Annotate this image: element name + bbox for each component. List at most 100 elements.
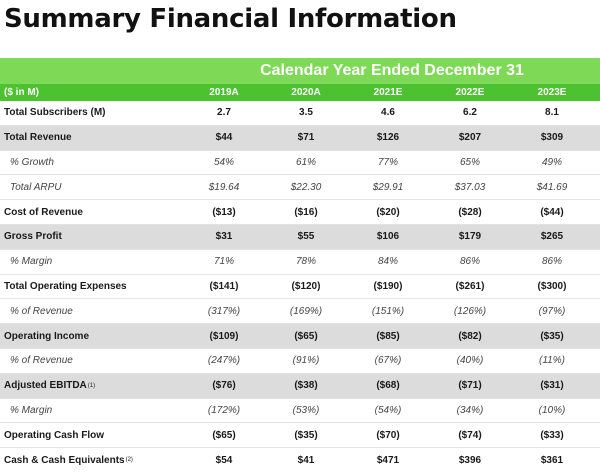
footnote-marker: (2) — [125, 457, 133, 464]
cell-value: $37.03 — [454, 181, 486, 193]
cell-value: $396 — [458, 454, 482, 466]
cell-value: (53%) — [292, 404, 320, 416]
cell-value: 86% — [541, 256, 562, 268]
row-label: % of Revenue — [10, 305, 73, 317]
cell-value: (317%) — [207, 305, 241, 317]
cell-value: ($76) — [212, 380, 236, 392]
table-row: Total Operating Expenses ($141) ($120) (… — [0, 275, 600, 300]
cell-value: 61% — [295, 156, 316, 168]
cell-value: $55 — [297, 231, 315, 243]
cell-value: ($71) — [458, 380, 482, 392]
cell-value: $265 — [540, 231, 564, 243]
cell-value: $31 — [215, 231, 233, 243]
cell-value: $19.64 — [208, 181, 240, 193]
cell-value: $207 — [458, 132, 482, 144]
year-header: 2022E — [455, 87, 485, 98]
cell-value: 65% — [459, 156, 480, 168]
cell-value: $29.91 — [372, 181, 404, 193]
cell-value: ($74) — [458, 429, 482, 441]
cell-value: 6.2 — [463, 107, 477, 119]
table-row: % of Revenue (317%) (169%) (151%) (126%)… — [0, 299, 600, 325]
cell-value: ($20) — [376, 206, 400, 218]
year-header: 2023E — [537, 87, 567, 98]
cell-value: $471 — [376, 454, 400, 466]
cell-value: $22.30 — [290, 181, 322, 193]
cell-value: ($31) — [540, 380, 564, 392]
table-row: Adjusted EBITDA (1) ($76) ($38) ($68) ($7… — [0, 373, 600, 399]
table-row: Total Revenue $44 $71 $126 $207 $309 — [0, 125, 600, 151]
cell-value: 3.5 — [299, 107, 313, 119]
cell-value: $106 — [376, 231, 400, 243]
footnote-marker: (1) — [87, 382, 96, 389]
cell-value: ($82) — [458, 330, 482, 342]
cell-value: (169%) — [289, 305, 323, 317]
cell-value: (172%) — [207, 404, 241, 416]
cell-value: ($13) — [212, 206, 236, 218]
row-label: % Margin — [10, 256, 53, 268]
row-label: Cost of Revenue — [4, 206, 83, 218]
cell-value: (67%) — [374, 355, 402, 367]
cell-value: (97%) — [538, 305, 566, 317]
table-row: Total ARPU $19.64 $22.30 $29.91 $37.03 $… — [0, 175, 600, 201]
table-row: Cash & Cash Equivalents (2) $54 $41 $471 … — [0, 448, 600, 472]
cell-value: (54%) — [374, 404, 402, 416]
row-label: Gross Profit — [4, 231, 62, 243]
cell-value: ($65) — [212, 429, 236, 441]
table-row: Total Subscribers (M) 2.7 3.5 4.6 6.2 8.… — [0, 101, 600, 126]
row-label: % Margin — [10, 404, 53, 416]
cell-value: ($65) — [294, 330, 318, 342]
cell-value: ($261) — [455, 280, 485, 292]
cell-value: $41.69 — [536, 181, 568, 193]
cell-value: ($190) — [373, 280, 403, 292]
row-label: Adjusted EBITDA (1) — [4, 374, 95, 398]
cell-value: ($300) — [537, 280, 567, 292]
cell-value: $44 — [215, 132, 233, 144]
cell-value: (126%) — [453, 305, 487, 317]
cell-value: 8.1 — [545, 107, 559, 119]
cell-value: ($68) — [376, 380, 400, 392]
cell-value: ($109) — [209, 330, 239, 342]
cell-value: ($33) — [540, 429, 564, 441]
row-label: Operating Cash Flow — [4, 429, 105, 441]
cell-value: ($70) — [376, 429, 400, 441]
table-row: % Margin (172%) (53%) (54%) (34%) (10%) — [0, 399, 600, 424]
cell-value: (34%) — [456, 404, 484, 416]
table-row: Gross Profit $31 $55 $106 $179 $265 — [0, 225, 600, 250]
year-header: 2020A — [291, 87, 321, 98]
cell-value: (91%) — [292, 355, 320, 367]
cell-value: (151%) — [371, 305, 405, 317]
cell-value: $126 — [376, 132, 400, 144]
cell-value: ($38) — [294, 380, 318, 392]
cell-value: (247%) — [207, 355, 241, 367]
cell-value: (10%) — [538, 404, 566, 416]
cell-value: ($35) — [294, 429, 318, 441]
table-row: % Margin 71% 78% 84% 86% 86% — [0, 250, 600, 275]
row-label: Cash & Cash Equivalents (2) — [4, 448, 133, 472]
cell-value: (40%) — [456, 355, 484, 367]
unit-label: ($ in M) — [4, 87, 39, 98]
cell-value: 49% — [541, 156, 562, 168]
row-label-text: Cash & Cash Equivalents — [4, 454, 125, 466]
table-row: % of Revenue (247%) (91%) (67%) (40%) (1… — [0, 349, 600, 374]
cell-value: (11%) — [539, 355, 565, 367]
column-header-row: ($ in M) 2019A 2020A 2021E 2022E 2023E — [0, 84, 600, 101]
cell-value: 86% — [459, 256, 480, 268]
cell-value: $71 — [297, 132, 315, 144]
row-label: Operating Income — [4, 330, 90, 342]
row-label: Total Revenue — [4, 132, 72, 144]
row-label: % Growth — [10, 156, 54, 168]
cell-value: 78% — [295, 256, 316, 268]
cell-value: $179 — [458, 231, 482, 243]
cell-value: ($16) — [294, 206, 318, 218]
row-label: % of Revenue — [10, 355, 73, 367]
cell-value: ($120) — [291, 280, 321, 292]
cell-value: ($35) — [540, 330, 564, 342]
row-label: Total Operating Expenses — [4, 280, 127, 292]
cell-value: $41 — [297, 454, 315, 466]
table-row: Operating Income ($109) ($65) ($85) ($82… — [0, 324, 600, 349]
cell-value: 77% — [377, 156, 398, 168]
row-label-text: Adjusted EBITDA — [4, 380, 87, 392]
table-row: Operating Cash Flow ($65) ($35) ($70) ($… — [0, 423, 600, 449]
period-header: Calendar Year Ended December 31 — [260, 62, 524, 79]
cell-value: $361 — [540, 454, 564, 466]
